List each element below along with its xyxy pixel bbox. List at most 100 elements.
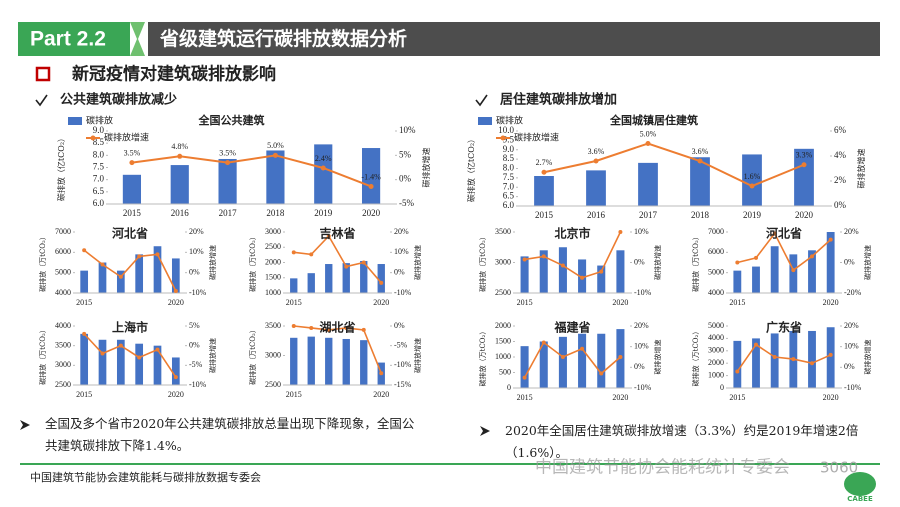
- bar: [80, 270, 89, 293]
- y2-tick-label: 0%: [634, 257, 645, 266]
- y2-tick-label: -10%: [394, 288, 412, 297]
- chart-title: 河北省: [111, 226, 148, 241]
- bar: [808, 250, 816, 293]
- x-tick-label: 2015: [123, 208, 142, 218]
- x-tick-label: 2015: [729, 393, 745, 402]
- data-label: 5.0%: [267, 141, 284, 150]
- x-tick-label: 2019: [314, 208, 333, 218]
- y-tick-label: 7.0: [93, 174, 105, 184]
- legend-label: 碳排放: [496, 115, 523, 127]
- bar: [534, 176, 554, 206]
- y2-tick-label: 10%: [399, 125, 416, 135]
- bar: [789, 254, 798, 293]
- bar: [325, 337, 333, 385]
- y-tick-label: 2500: [265, 242, 281, 251]
- legend-swatch: [90, 135, 96, 141]
- legend-label: 碳排放: [86, 115, 113, 127]
- y-tick-label: 7.0: [503, 181, 515, 191]
- bar: [638, 162, 658, 206]
- y-tick-label: 5000: [708, 321, 724, 330]
- growth-line: [524, 231, 622, 279]
- y-tick-label: 7.5: [93, 162, 105, 172]
- data-label: 4.8%: [171, 142, 188, 151]
- y-axis-label: 碳排放（万tCO₂）: [691, 328, 700, 387]
- y2-axis-label: 碳排放增速: [413, 245, 422, 280]
- chart-title: 全国公共建筑: [198, 113, 265, 127]
- bar: [539, 250, 548, 293]
- y2-tick-label: 20%: [844, 227, 859, 236]
- chart-title: 北京市: [554, 226, 590, 241]
- bar: [586, 170, 606, 206]
- y2-axis-label: 碳排放增速: [856, 149, 866, 189]
- bar: [361, 148, 381, 204]
- bullet-arrow: [480, 426, 490, 436]
- y2-tick-label: 10%: [189, 247, 204, 256]
- y2-tick-label: 10%: [634, 341, 649, 350]
- bar: [307, 336, 315, 385]
- legend-swatch: [478, 117, 492, 125]
- y-tick-label: 1000: [495, 352, 511, 361]
- y-tick-label: 3500: [495, 227, 511, 236]
- bar: [307, 273, 315, 293]
- y2-tick-label: 20%: [634, 321, 649, 330]
- y2-axis-label: 碳排放增速: [863, 340, 872, 375]
- y-tick-label: 6.5: [503, 191, 515, 201]
- footer: 中国建筑节能协会建筑能耗与碳排放数据专委会: [30, 470, 261, 484]
- bar: [578, 333, 587, 388]
- y-tick-label: 2000: [265, 257, 281, 266]
- y-axis-label: 碳排放（万tCO₂）: [38, 233, 47, 292]
- y2-tick-label: 10%: [394, 247, 409, 256]
- y-tick-label: 7.5: [503, 172, 515, 182]
- y-tick-label: 8.0: [93, 149, 105, 159]
- x-tick-label: 2016: [587, 210, 606, 220]
- bar: [290, 278, 298, 293]
- bar: [342, 263, 350, 293]
- y2-tick-label: -15%: [394, 380, 412, 389]
- x-tick-label: 2017: [219, 208, 238, 218]
- y-axis-label: 碳排放（万tCO₂）: [478, 328, 487, 387]
- y-tick-label: 1000: [708, 370, 724, 379]
- y2-tick-label: 0%: [189, 340, 200, 349]
- bar: [520, 256, 529, 293]
- data-label: 3.6%: [692, 147, 709, 156]
- y-tick-label: 8.5: [503, 153, 515, 163]
- chart-title: 湖北省: [319, 320, 355, 335]
- y-tick-label: 2500: [55, 380, 71, 389]
- bar: [153, 345, 162, 385]
- bar: [170, 165, 189, 204]
- x-tick-label: 2015: [286, 298, 302, 307]
- x-tick-label: 2020: [373, 390, 389, 399]
- chart-title: 上海市: [112, 320, 148, 335]
- bar: [122, 174, 142, 204]
- data-label: 3.5%: [219, 148, 236, 157]
- logo-mark: [844, 472, 876, 496]
- y-tick-label: 10.0: [498, 125, 514, 135]
- y-tick-label: 6.0: [503, 200, 515, 210]
- title-bar: [148, 22, 880, 56]
- y-tick-label: 6.5: [93, 186, 105, 196]
- x-tick-label: 2018: [691, 210, 710, 220]
- bar: [752, 266, 760, 293]
- slide-title: 省级建筑运行碳排放数据分析: [159, 27, 407, 50]
- bar: [342, 338, 350, 385]
- bar: [794, 148, 814, 206]
- bar: [290, 337, 298, 385]
- y2-tick-label: 5%: [189, 321, 200, 330]
- bar: [733, 270, 742, 293]
- y2-axis-label: 碳排放增速: [863, 245, 872, 280]
- y-tick-label: 3000: [708, 346, 724, 355]
- x-tick-label: 2015: [517, 298, 533, 307]
- data-label: -1.4%: [361, 172, 381, 181]
- y-tick-label: 6000: [708, 247, 724, 256]
- y-tick-label: 6000: [55, 247, 71, 256]
- y-axis-label: 碳排放（亿tCO₂）: [56, 134, 66, 201]
- y-tick-label: 8.0: [503, 163, 515, 173]
- bar: [98, 339, 107, 385]
- y-tick-label: 3000: [265, 227, 281, 236]
- data-label: 3.5%: [124, 148, 141, 157]
- check-icon: [475, 94, 488, 107]
- y-tick-label: 9.5: [503, 134, 515, 144]
- y2-tick-label: 20%: [394, 227, 409, 236]
- y2-tick-label: 0%: [844, 257, 855, 266]
